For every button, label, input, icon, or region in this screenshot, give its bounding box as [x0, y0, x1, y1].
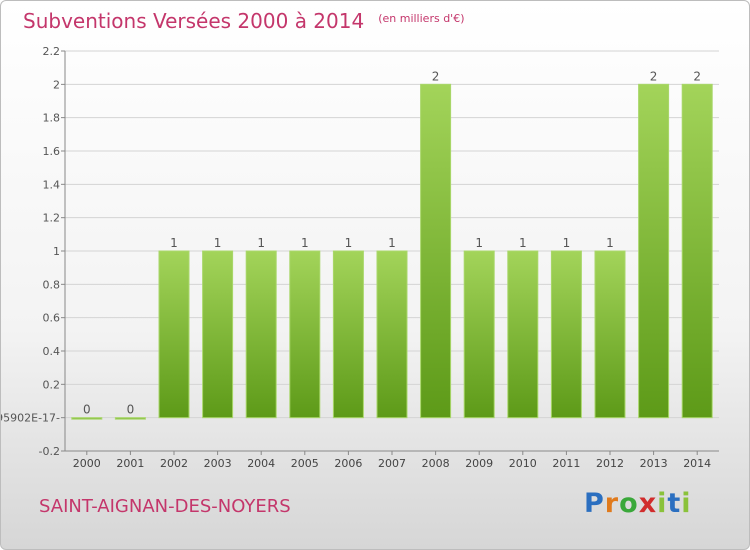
x-tick-label: 2014 [683, 457, 711, 470]
data-label: 1 [388, 236, 396, 250]
bars [71, 83, 713, 420]
y-tick-label: 0.4 [43, 345, 61, 358]
y-tick-label: 2 [53, 78, 60, 91]
x-tick-label: 2006 [334, 457, 362, 470]
x-tick-labels: 2000 2001 2002 2003 2004 2005 2006 2007 2008 2009… [73, 457, 711, 470]
x-tick-label: 2012 [596, 457, 624, 470]
y-tick-label: 1 [53, 245, 60, 258]
y-tick-label: 1.8 [43, 112, 61, 125]
bar-2003 [202, 250, 234, 419]
chart-title: Subventions Versées 2000 à 2014 (en milli… [23, 9, 464, 33]
y-tick-labels: -0.2 -1.5265566588595902E-17- 0.2 0.4 0.6 0.8… [1, 45, 60, 458]
bar-2008 [420, 83, 452, 419]
y-tick-label: 0.8 [43, 278, 61, 291]
data-label: 1 [563, 236, 571, 250]
x-tick-label: 2008 [422, 457, 450, 470]
data-label: 1 [606, 236, 614, 250]
y-tick-label: 1.2 [43, 212, 61, 225]
data-label: 1 [345, 236, 353, 250]
bar-2007 [376, 250, 408, 419]
data-label: 1 [257, 236, 265, 250]
bar-chart: -0.2 -1.5265566588595902E-17- 0.2 0.4 0.6 0.8… [1, 45, 719, 470]
chart-unit: (en milliers d'€) [378, 12, 465, 25]
bar-2005 [289, 250, 321, 419]
logo-letter: P [584, 488, 605, 519]
bar-2010 [507, 250, 539, 419]
axes [61, 50, 719, 455]
bar-2011 [550, 250, 582, 419]
y-tick-label: 2.2 [43, 45, 61, 58]
bar-2004 [245, 250, 277, 419]
logo-letter: o [619, 488, 639, 519]
logo-letter: i [681, 488, 692, 519]
logo-letter: r [604, 488, 620, 519]
x-tick-label: 2004 [247, 457, 275, 470]
x-tick-label: 2000 [73, 457, 101, 470]
x-tick-label: 2009 [465, 457, 493, 470]
y-tick-label: -1.5265566588595902E-17- [1, 412, 60, 425]
data-label: 1 [214, 236, 222, 250]
bar-2013 [638, 83, 670, 419]
data-label: 2 [432, 69, 440, 83]
logo-letter: t [667, 488, 682, 519]
bar-2014 [681, 83, 713, 419]
y-tick-label: 1.6 [43, 145, 61, 158]
data-label: 0 [83, 403, 91, 417]
proxiti-logo: Proxiti [584, 488, 692, 519]
x-tick-label: 2010 [509, 457, 537, 470]
bar-2009 [463, 250, 495, 419]
logo-letter: x [638, 488, 658, 519]
x-tick-label: 2013 [640, 457, 668, 470]
data-label: 1 [170, 236, 178, 250]
x-tick-label: 2005 [291, 457, 319, 470]
bar-2001 [114, 417, 146, 420]
bar-2002 [158, 250, 190, 419]
data-label: 0 [127, 403, 135, 417]
x-tick-label: 2002 [160, 457, 188, 470]
y-tick-label: 0.6 [43, 312, 61, 325]
logo-letter: i [657, 488, 668, 519]
chart-title-text: Subventions Versées 2000 à 2014 [23, 9, 365, 33]
x-tick-label: 2003 [204, 457, 232, 470]
x-tick-label: 2007 [378, 457, 406, 470]
data-label: 2 [693, 69, 701, 83]
y-tick-label: -0.2 [39, 445, 60, 458]
data-label: 1 [475, 236, 483, 250]
x-tick-label: 2001 [116, 457, 144, 470]
data-label: 1 [301, 236, 309, 250]
data-label: 1 [519, 236, 527, 250]
y-tick-label: 1.4 [43, 178, 61, 191]
data-label: 2 [650, 69, 658, 83]
bar-2000 [71, 417, 103, 420]
y-tick-label: 0.2 [43, 378, 61, 391]
bar-2006 [332, 250, 364, 419]
place-name: SAINT-AIGNAN-DES-NOYERS [39, 496, 291, 517]
x-tick-label: 2011 [552, 457, 580, 470]
bar-2012 [594, 250, 626, 419]
data-labels: 0 0 1 1 1 1 1 1 2 1 1 1 1 2 2 [83, 69, 701, 416]
